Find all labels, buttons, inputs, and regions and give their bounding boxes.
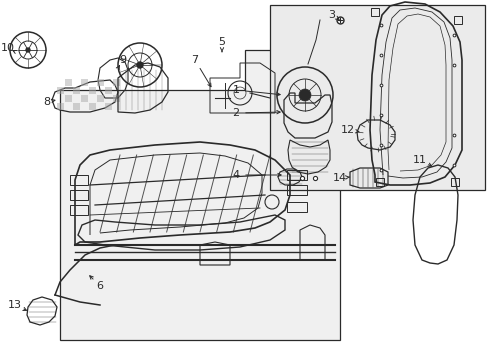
Bar	[287, 170, 307, 180]
Text: 1: 1	[232, 85, 240, 95]
Text: 13: 13	[8, 300, 22, 310]
Circle shape	[299, 89, 311, 101]
Bar	[65, 79, 72, 86]
Text: 12: 12	[341, 125, 355, 135]
Text: 8: 8	[44, 97, 50, 107]
Bar	[57, 87, 64, 94]
Bar	[97, 95, 104, 102]
Bar	[113, 95, 120, 102]
Text: 7: 7	[192, 55, 198, 65]
Text: 4: 4	[232, 170, 240, 180]
Bar	[287, 202, 307, 212]
Bar	[105, 103, 112, 110]
Bar	[70, 190, 88, 200]
Polygon shape	[60, 50, 340, 340]
Text: 9: 9	[120, 55, 126, 65]
Circle shape	[137, 62, 143, 68]
Text: 14: 14	[333, 173, 347, 183]
Text: 2: 2	[232, 108, 240, 118]
Bar	[89, 87, 96, 94]
Bar	[376, 178, 384, 186]
Text: 5: 5	[219, 37, 225, 47]
Bar	[89, 103, 96, 110]
Bar	[454, 16, 462, 24]
Bar	[57, 103, 64, 110]
Bar	[70, 205, 88, 215]
Bar	[65, 95, 72, 102]
Text: 10: 10	[1, 43, 15, 53]
Bar	[270, 5, 485, 190]
Bar	[97, 79, 104, 86]
Bar	[73, 103, 80, 110]
Bar	[81, 95, 88, 102]
Circle shape	[26, 48, 30, 52]
Bar	[73, 87, 80, 94]
Text: 6: 6	[97, 281, 103, 291]
Bar	[105, 87, 112, 94]
Text: 3: 3	[328, 10, 336, 20]
Bar	[81, 79, 88, 86]
Bar	[113, 79, 120, 86]
Bar	[70, 175, 88, 185]
Text: 11: 11	[413, 155, 427, 165]
Bar	[371, 8, 379, 16]
Bar	[287, 185, 307, 195]
Bar	[451, 178, 459, 186]
